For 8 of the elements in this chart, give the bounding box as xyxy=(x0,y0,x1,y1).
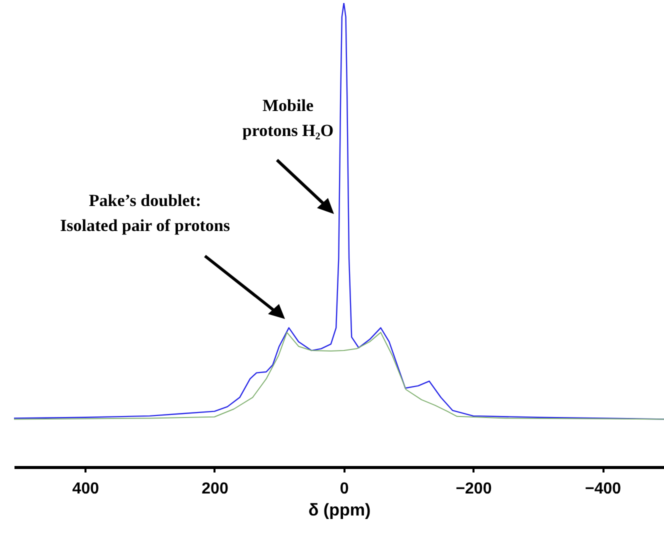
x-axis-title: δ (ppm) xyxy=(308,500,371,520)
annotation: Mobile protons H₂O xyxy=(242,96,334,140)
x-tick-label: 200 xyxy=(202,480,228,498)
x-tick-label: −200 xyxy=(456,480,492,498)
annotation: Pake’s doublet: Isolated pair of protons xyxy=(60,191,230,235)
x-tick-label: 400 xyxy=(72,480,100,498)
x-tick-label: −400 xyxy=(585,480,622,498)
x-tick-label: 0 xyxy=(340,480,349,498)
